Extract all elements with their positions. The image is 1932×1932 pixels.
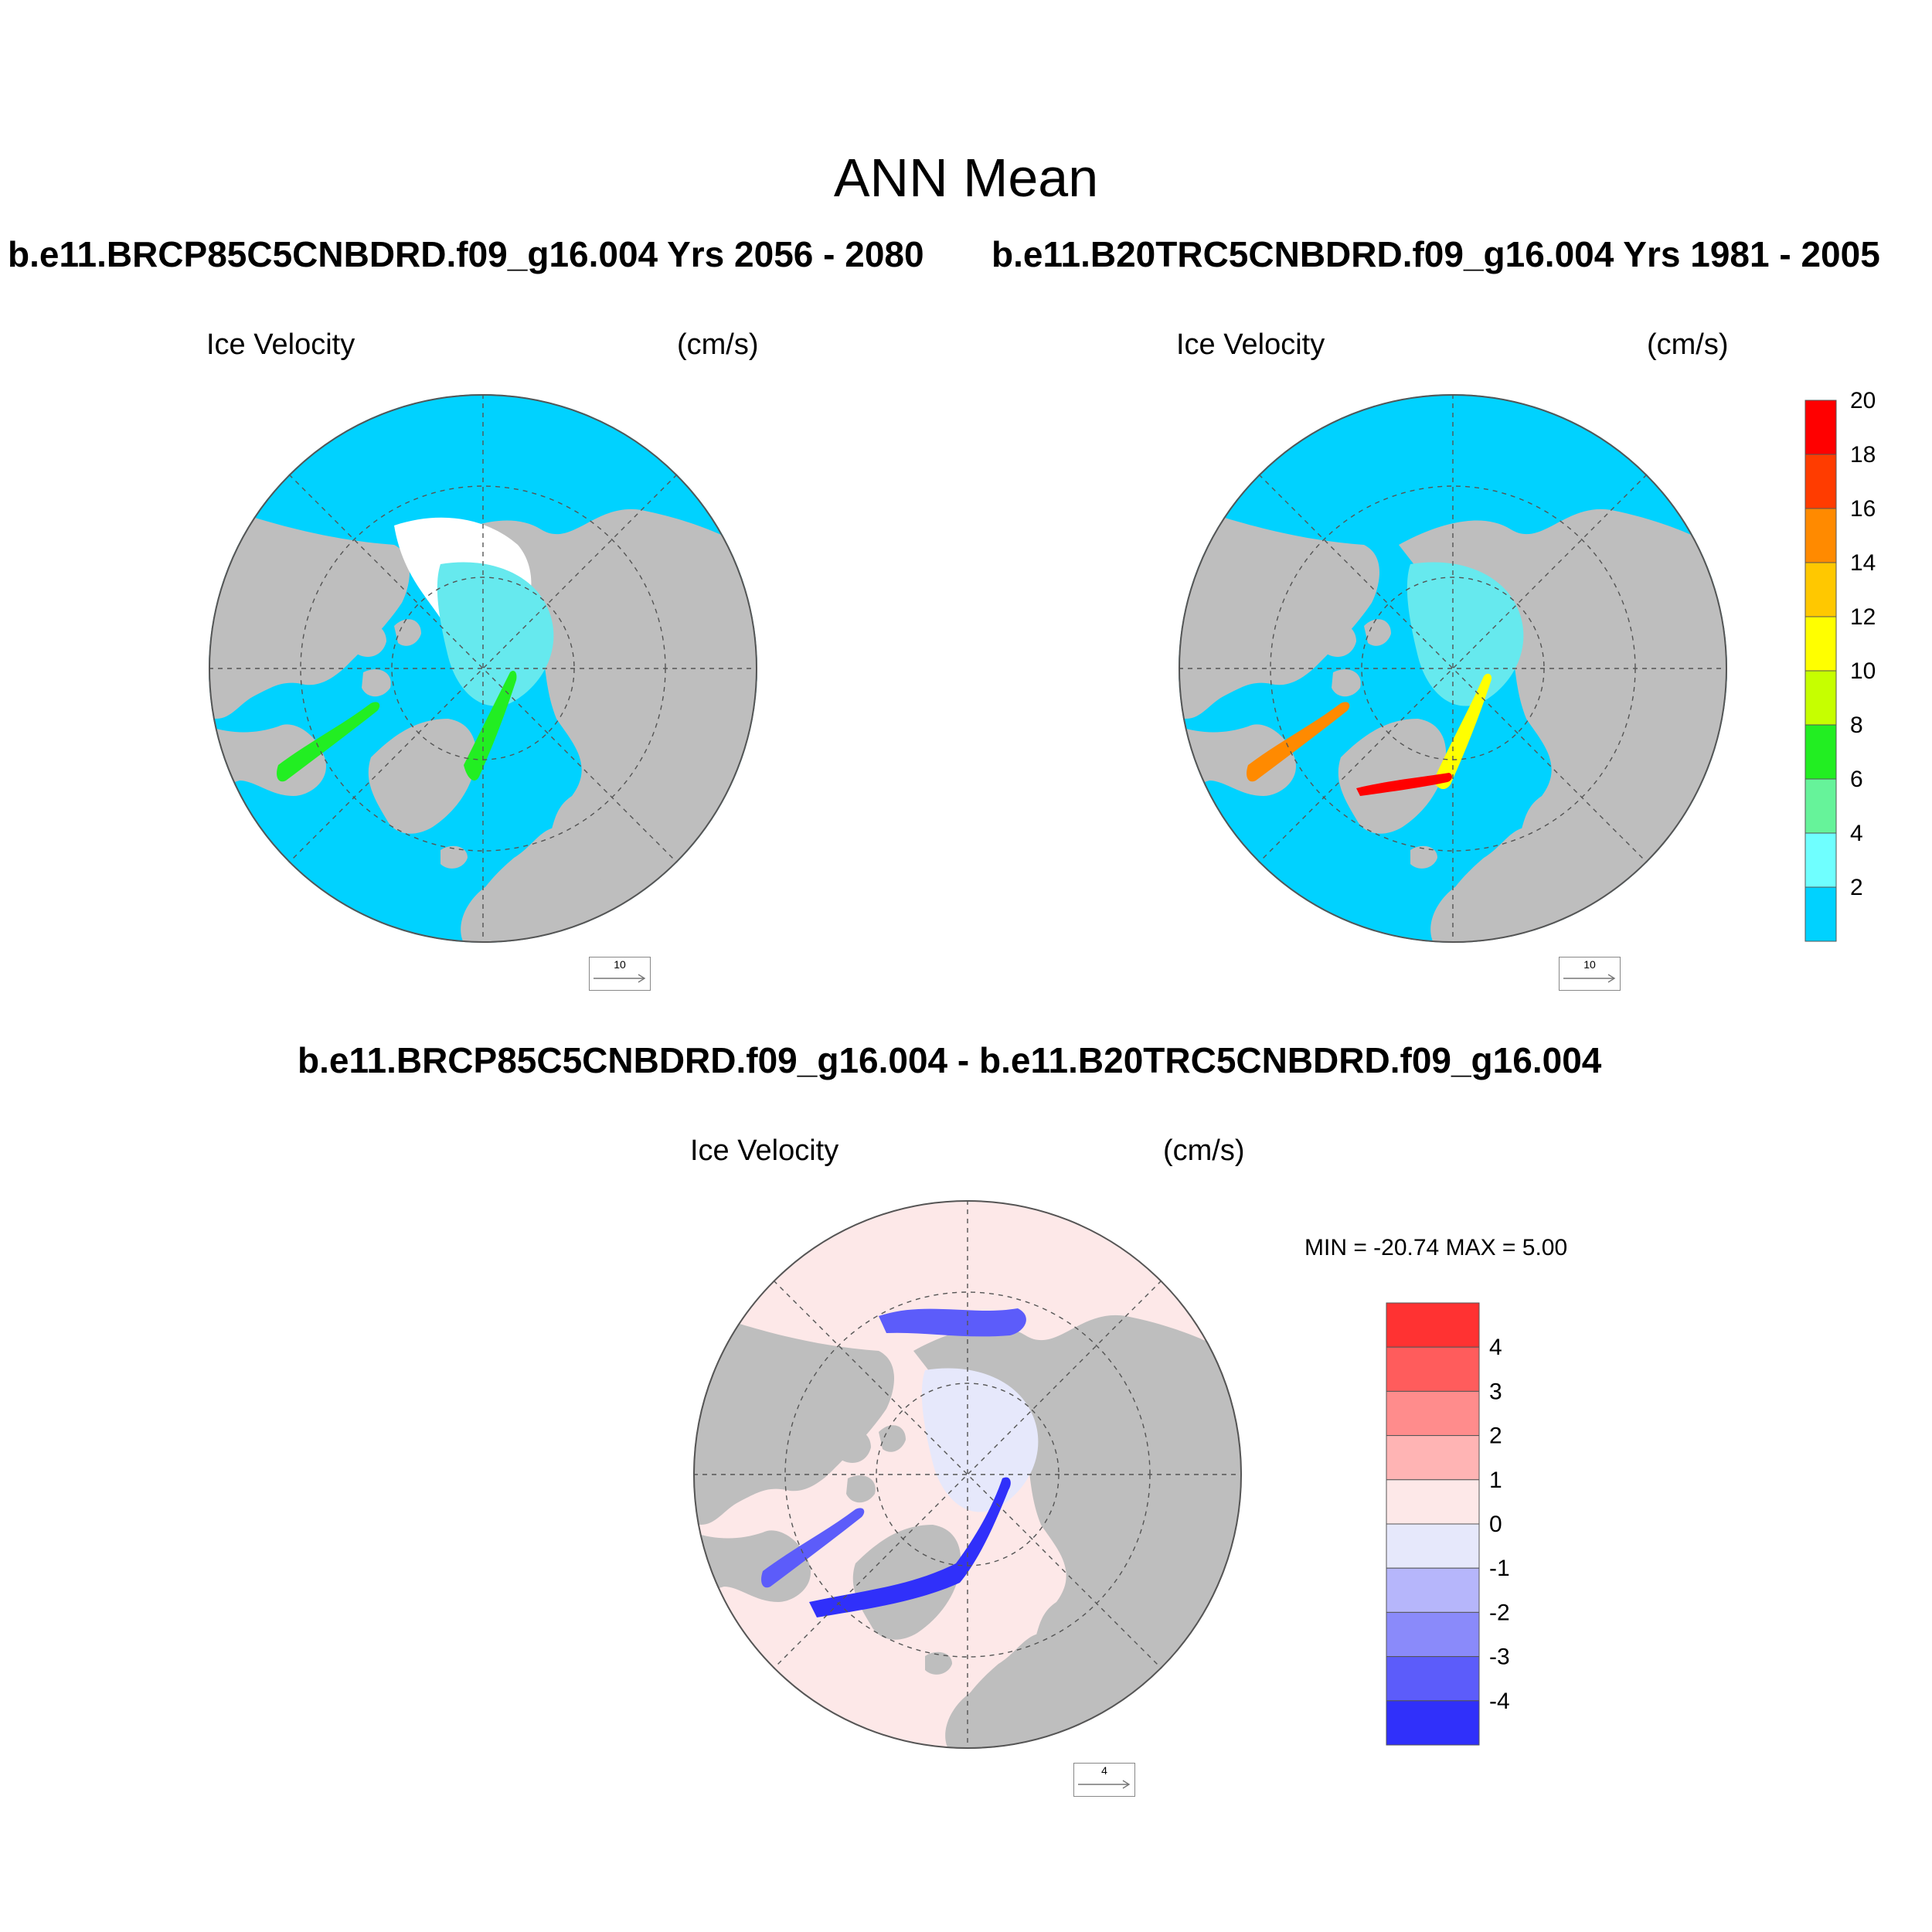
speed-colorbar-box xyxy=(1804,778,1837,834)
map-border xyxy=(693,1200,1242,1749)
baffin-fast-ice xyxy=(277,702,380,782)
case2-title: b.e11.B20TRC5CNBDRD.f09_g16.004 Yrs 1981… xyxy=(992,234,1880,274)
diff-min-max: MIN = -20.74 MAX = 5.00 xyxy=(1304,1235,1568,1260)
speed-colorbar-label: 10 xyxy=(1850,658,1876,684)
graticule xyxy=(1179,394,1727,943)
reference-vector-label: 4 xyxy=(1101,1764,1107,1777)
graticule xyxy=(209,394,757,943)
diff-colorbar-box xyxy=(1386,1700,1480,1746)
case2-variable-label: Ice Velocity xyxy=(1176,328,1325,361)
case1-polar-map xyxy=(209,394,757,943)
case2-polar-map xyxy=(1179,394,1727,943)
speed-colorbar-box xyxy=(1804,724,1837,780)
speed-colorbar-box xyxy=(1804,454,1837,509)
diff-polar-map xyxy=(693,1200,1242,1749)
case1-units-label: (cm/s) xyxy=(677,328,759,361)
reference-vector-label: 10 xyxy=(1583,958,1596,971)
speed-colorbar-label: 8 xyxy=(1850,713,1863,738)
diff-colorbar-label: -1 xyxy=(1489,1556,1510,1581)
graticule xyxy=(693,1200,1242,1749)
siberian-shelf-decrease xyxy=(879,1308,1026,1337)
speed-colorbar-label: 16 xyxy=(1850,496,1876,522)
speed-colorbar-box xyxy=(1804,832,1837,888)
diff-colorbar-label: 4 xyxy=(1489,1335,1502,1360)
diff-colorbar-label: 0 xyxy=(1489,1512,1502,1537)
speed-colorbar-label: 18 xyxy=(1850,442,1876,468)
speed-colorbar-box xyxy=(1804,508,1837,563)
figure-title: ANN Mean xyxy=(833,148,1099,208)
diff-colorbar-label: 2 xyxy=(1489,1423,1502,1449)
diff-colorbar-box xyxy=(1386,1523,1480,1569)
reference-vector-label: 10 xyxy=(614,958,626,971)
diff-colorbar-label: -4 xyxy=(1489,1689,1510,1714)
diff-colorbar-box xyxy=(1386,1346,1480,1392)
diff-title: b.e11.BRCP85C5CNBDRD.f09_g16.004 - b.e11… xyxy=(298,1040,1602,1080)
case2-units-label: (cm/s) xyxy=(1647,328,1729,361)
diff-colorbar-label: -3 xyxy=(1489,1645,1510,1670)
diff-colorbar-label: 3 xyxy=(1489,1379,1502,1404)
diff-colorbar-box xyxy=(1386,1611,1480,1658)
speed-colorbar-label: 2 xyxy=(1850,875,1863,900)
speed-colorbar-box xyxy=(1804,886,1837,942)
central-arctic-ice xyxy=(437,562,554,706)
diff-units-label: (cm/s) xyxy=(1163,1134,1245,1167)
speed-colorbar-label: 12 xyxy=(1850,604,1876,630)
speed-colorbar-box xyxy=(1804,562,1837,617)
central-arctic-diff xyxy=(921,1368,1039,1512)
east-greenland-fast-ice xyxy=(1356,773,1452,796)
speed-colorbar-box xyxy=(1804,670,1837,726)
speed-colorbar-box xyxy=(1804,400,1837,455)
speed-colorbar-box xyxy=(1804,616,1837,672)
diff-reference-vector: 4 xyxy=(1073,1763,1135,1797)
diff-colorbar-box xyxy=(1386,1656,1480,1702)
case2-reference-vector: 10 xyxy=(1559,957,1621,991)
central-arctic-ice xyxy=(1406,562,1524,706)
speed-colorbar-label: 14 xyxy=(1850,550,1876,576)
baffin-fast-ice xyxy=(1247,702,1350,782)
baffin-decrease xyxy=(761,1508,865,1588)
diff-colorbar-box xyxy=(1386,1479,1480,1525)
map-border xyxy=(209,394,757,943)
case1-reference-vector: 10 xyxy=(589,957,651,991)
speed-colorbar: 2 4 6 8 10 12 14 16 18 20 xyxy=(1804,388,1876,942)
diff-colorbar-label: 1 xyxy=(1489,1468,1502,1493)
speed-colorbar-label: 6 xyxy=(1850,767,1863,792)
case1-variable-label: Ice Velocity xyxy=(206,328,355,361)
difference-colorbar: 4 3 2 1 0 -1 -2 -3 -4 xyxy=(1386,1302,1510,1746)
diff-colorbar-box xyxy=(1386,1435,1480,1481)
case1-title: b.e11.BRCP85C5CNBDRD.f09_g16.004 Yrs 205… xyxy=(8,234,924,274)
speed-colorbar-label: 20 xyxy=(1850,388,1876,413)
diff-colorbar-label: -2 xyxy=(1489,1600,1510,1625)
diff-colorbar-box xyxy=(1386,1567,1480,1613)
fram-strait-fast-ice xyxy=(464,671,517,781)
diff-colorbar-box xyxy=(1386,1302,1480,1348)
diff-colorbar-box xyxy=(1386,1390,1480,1437)
map-border xyxy=(1179,394,1727,943)
diff-variable-label: Ice Velocity xyxy=(690,1134,839,1167)
fram-strait-fast-ice xyxy=(1434,673,1492,790)
speed-colorbar-label: 4 xyxy=(1850,821,1863,846)
fram-strait-decrease xyxy=(809,1477,1011,1617)
